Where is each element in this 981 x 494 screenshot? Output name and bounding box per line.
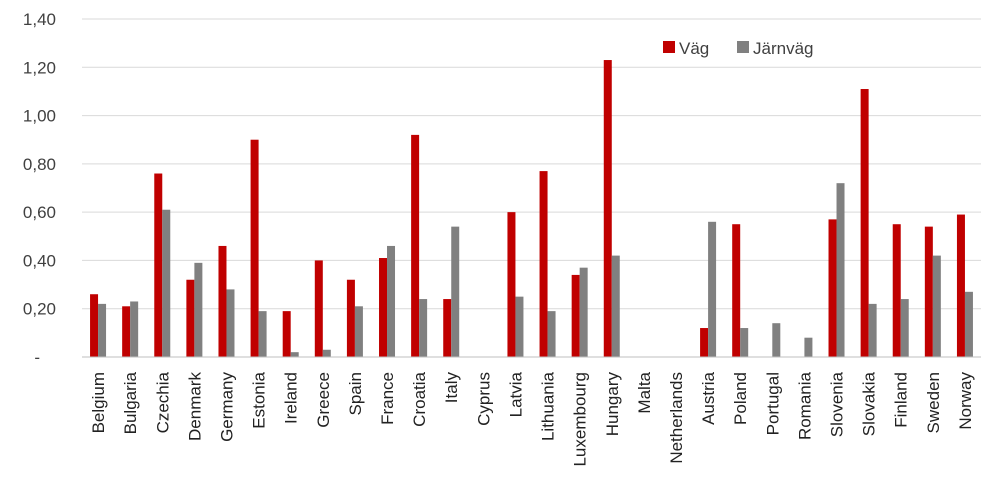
bar-road-latvia	[507, 212, 516, 357]
legend-swatch-road	[663, 41, 675, 53]
bar-rail-spain	[354, 306, 363, 357]
x-tick-label-norway: Norway	[956, 372, 975, 430]
bar-road-estonia	[250, 139, 259, 357]
bars	[90, 60, 973, 358]
bar-rail-norway	[964, 291, 973, 357]
bar-rail-czechia	[162, 209, 171, 357]
x-tick-label-greece: Greece	[314, 372, 333, 428]
bar-road-spain	[346, 279, 355, 357]
x-tick-label-portugal: Portugal	[763, 372, 782, 435]
bar-road-bulgaria	[122, 306, 131, 357]
bar-rail-denmark	[194, 262, 203, 357]
x-tick-label-belgium: Belgium	[89, 372, 108, 433]
bar-rail-sweden	[932, 255, 941, 357]
bar-road-slovenia	[828, 219, 837, 357]
bar-road-ireland	[282, 311, 291, 357]
bar-road-italy	[443, 299, 452, 357]
bar-road-poland	[732, 224, 741, 357]
bar-rail-france	[387, 245, 396, 357]
bar-rail-estonia	[258, 311, 267, 357]
bar-rail-germany	[226, 289, 235, 357]
y-tick-label: 0,60	[23, 203, 56, 222]
y-axis-ticks: - 0,20 0,40 0,60 0,80 1,00 1,20 1,40	[23, 10, 56, 367]
x-tick-label-netherlands: Netherlands	[667, 372, 686, 464]
x-tick-label-ireland: Ireland	[282, 372, 301, 424]
bar-road-norway	[956, 214, 965, 357]
y-tick-label: 1,20	[23, 58, 56, 77]
x-tick-label-france: France	[378, 372, 397, 425]
bar-road-hungary	[603, 60, 612, 358]
legend-swatch-rail	[737, 41, 749, 53]
x-tick-label-austria: Austria	[699, 371, 718, 424]
gridlines	[82, 18, 981, 310]
bar-rail-slovakia	[868, 303, 877, 357]
bar-rail-latvia	[515, 296, 524, 357]
x-tick-label-romania: Romania	[795, 371, 814, 440]
bar-rail-finland	[900, 299, 909, 357]
bar-road-lithuania	[539, 171, 548, 357]
legend-label-road: Väg	[679, 39, 709, 58]
bar-rail-austria	[708, 221, 717, 357]
x-tick-label-finland: Finland	[892, 372, 911, 428]
x-tick-label-poland: Poland	[731, 372, 750, 425]
y-tick-label: 0,20	[23, 300, 56, 319]
y-tick-label: 0,40	[23, 251, 56, 270]
x-tick-label-germany: Germany	[217, 372, 236, 442]
bar-road-finland	[892, 224, 901, 357]
bar-rail-greece	[322, 349, 331, 357]
bar-road-sweden	[924, 226, 933, 357]
x-tick-label-denmark: Denmark	[185, 372, 204, 441]
legend: Väg Järnväg	[663, 39, 813, 58]
bar-road-france	[379, 258, 388, 357]
bar-road-greece	[314, 260, 323, 357]
x-tick-label-bulgaria: Bulgaria	[121, 371, 140, 434]
x-tick-label-hungary: Hungary	[603, 372, 622, 437]
x-tick-label-latvia: Latvia	[506, 371, 525, 417]
x-tick-label-slovenia: Slovenia	[828, 371, 847, 437]
bar-road-germany	[218, 245, 227, 357]
x-tick-label-cyprus: Cyprus	[474, 372, 493, 426]
bar-rail-belgium	[98, 303, 107, 357]
bar-rail-luxembourg	[579, 267, 588, 357]
bar-road-croatia	[411, 134, 420, 357]
bar-road-czechia	[154, 173, 163, 357]
bar-rail-poland	[740, 328, 749, 357]
bar-road-denmark	[186, 279, 195, 357]
bar-rail-romania	[804, 337, 813, 357]
y-tick-label: 1,00	[23, 107, 56, 126]
x-tick-label-estonia: Estonia	[250, 371, 269, 428]
x-tick-label-luxembourg: Luxembourg	[571, 372, 590, 467]
x-tick-label-malta: Malta	[635, 371, 654, 413]
legend-label-rail: Järnväg	[753, 39, 813, 58]
bar-road-austria	[700, 328, 709, 357]
x-tick-label-sweden: Sweden	[924, 372, 943, 433]
bar-rail-ireland	[290, 352, 299, 357]
x-tick-label-croatia: Croatia	[410, 371, 429, 426]
y-tick-label: 0,80	[23, 155, 56, 174]
x-tick-label-spain: Spain	[346, 372, 365, 415]
x-tick-label-slovakia: Slovakia	[860, 371, 879, 436]
x-axis-labels: Belgium Bulgaria Czechia Denmark Germany Esto…	[89, 371, 975, 466]
x-tick-label-italy: Italy	[442, 372, 461, 404]
bar-rail-hungary	[611, 255, 620, 357]
x-tick-label-czechia: Czechia	[153, 371, 172, 433]
bar-rail-croatia	[419, 299, 428, 357]
bar-rail-italy	[451, 226, 460, 357]
bar-rail-portugal	[772, 323, 781, 357]
bar-rail-slovenia	[836, 183, 845, 357]
y-tick-label: -	[34, 348, 40, 367]
y-tick-label: 1,40	[23, 10, 56, 29]
bar-rail-bulgaria	[130, 301, 139, 357]
bar-road-luxembourg	[571, 274, 580, 357]
x-tick-label-lithuania: Lithuania	[539, 371, 558, 441]
bar-road-belgium	[90, 294, 99, 357]
bar-road-slovakia	[860, 89, 869, 357]
bar-rail-lithuania	[547, 311, 556, 357]
